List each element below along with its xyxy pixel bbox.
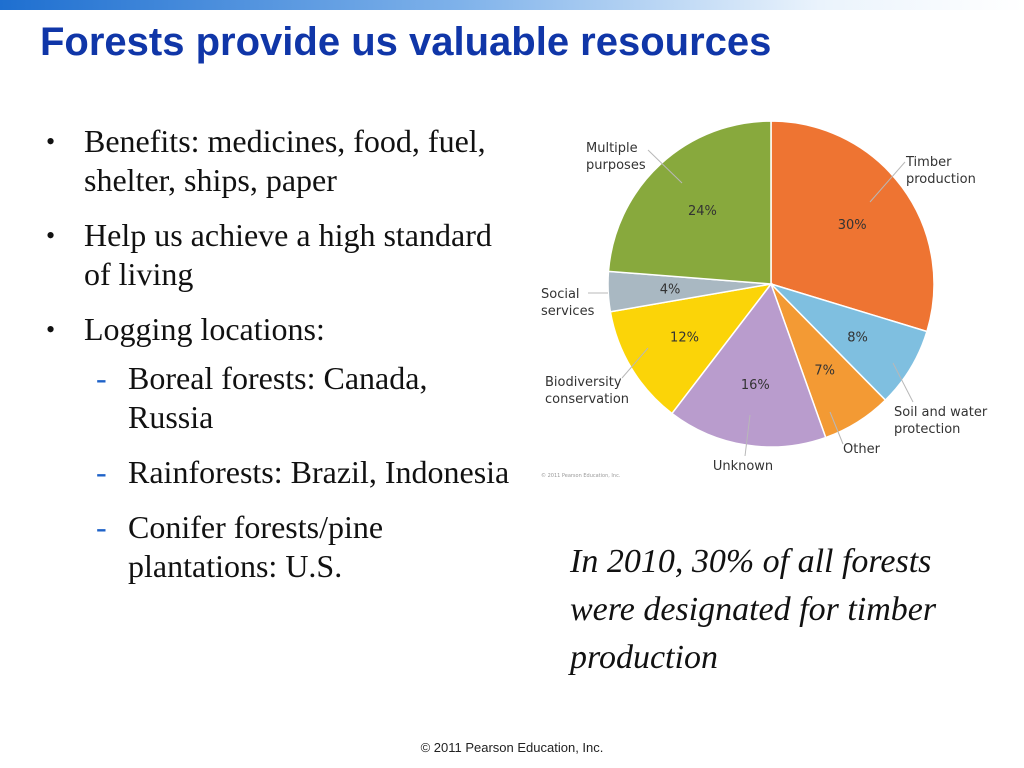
bullet-text: Benefits: medicines, food, fuel, shelter… — [84, 123, 486, 198]
slice-category-label: Soil and water protection — [894, 405, 988, 437]
sub-bullet-item: - Boreal forests: Canada, Russia — [84, 359, 514, 437]
sub-bullet-glyph: - — [96, 509, 107, 545]
sub-bullet-item: - Rainforests: Brazil, Indonesia — [84, 453, 514, 492]
bullet-glyph: • — [46, 127, 56, 156]
bullet-item: • Benefits: medicines, food, fuel, shelt… — [44, 122, 514, 200]
slice-percent-label: 16% — [741, 378, 770, 393]
slice-leader-line — [892, 362, 914, 403]
bullet-text: Logging locations: — [84, 311, 325, 347]
bullet-item: • Help us achieve a high standard of liv… — [44, 216, 514, 294]
sub-bullet-item: - Conifer forests/pine plantations: U.S. — [84, 508, 514, 586]
slice-category-label: Unknown — [713, 459, 773, 474]
slice-category-label: Biodiversity conservation — [545, 375, 629, 407]
slice-percent-label: 7% — [814, 364, 835, 379]
top-accent-band — [0, 0, 1024, 10]
bullet-item: • Logging locations: - Boreal forests: C… — [44, 310, 514, 586]
slice-percent-label: 12% — [670, 330, 699, 345]
copyright-footer: © 2011 Pearson Education, Inc. — [420, 740, 604, 755]
slice-category-label: Multiple purposes — [586, 141, 646, 173]
bullet-glyph: • — [46, 221, 56, 250]
chart-credit: © 2011 Pearson Education, Inc. — [541, 472, 621, 479]
pie-slice — [670, 282, 827, 448]
slice-leader-line — [829, 411, 844, 445]
slice-percent-label: 30% — [838, 218, 867, 233]
sub-bullet-text: Rainforests: Brazil, Indonesia — [128, 454, 510, 490]
slice-category-label: Other — [843, 442, 881, 457]
chart-caption: In 2010, 30% of all forests were designa… — [570, 543, 937, 676]
sub-bullet-text: Boreal forests: Canada, Russia — [128, 360, 428, 435]
pie-chart-svg: 30% Timber production 8% Soil and water prote… — [541, 120, 988, 479]
bullet-text: Help us achieve a high standard of livin… — [84, 217, 492, 292]
slice-category-label: Timber production — [905, 155, 976, 187]
slice-percent-label: 24% — [688, 204, 717, 219]
slice-leader-line — [621, 347, 649, 379]
sub-bullet-list: - Boreal forests: Canada, Russia - Rainf… — [84, 359, 514, 586]
sub-bullet-glyph: - — [96, 360, 107, 396]
sub-bullet-text: Conifer forests/pine plantations: U.S. — [128, 509, 384, 584]
forest-use-pie-chart: 30% Timber production 8% Soil and water prote… — [530, 110, 1010, 490]
slice-category-label: Social services — [541, 287, 595, 319]
pie-slice — [770, 120, 935, 333]
slide-title: Forests provide us valuable resources — [40, 20, 772, 64]
slice-leader-line — [647, 149, 683, 184]
bullet-glyph: • — [46, 315, 56, 344]
bullet-list: • Benefits: medicines, food, fuel, shelt… — [44, 122, 514, 602]
pie-slice — [609, 282, 773, 415]
slice-leader-line — [744, 414, 751, 457]
pie-slice — [607, 120, 772, 285]
slice-percent-label: 4% — [660, 283, 681, 298]
slice-percent-label: 8% — [847, 330, 868, 345]
slice-leader-line — [869, 161, 906, 203]
sub-bullet-glyph: - — [96, 454, 107, 490]
